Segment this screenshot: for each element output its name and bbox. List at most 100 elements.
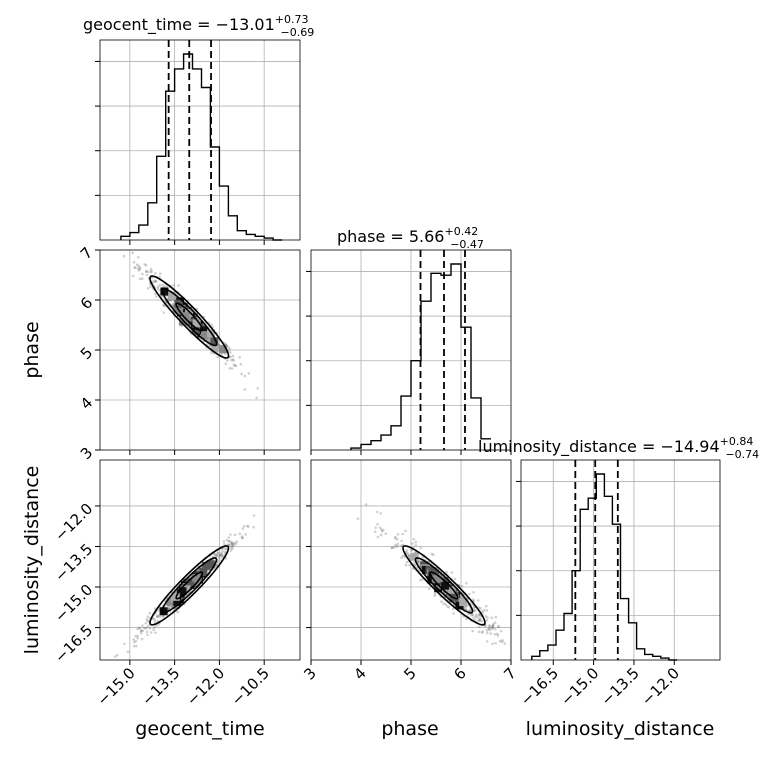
xlabel-luminosity-distance: luminosity_distance xyxy=(526,718,715,740)
sample-point xyxy=(239,362,243,366)
sample-point xyxy=(132,260,136,264)
sample-point xyxy=(252,514,256,517)
sample-point xyxy=(477,614,481,617)
title-name: geocent_time xyxy=(83,15,192,35)
sample-point xyxy=(440,600,443,603)
sample-point xyxy=(221,550,224,553)
xtick-label-phase: 4 xyxy=(350,664,369,683)
sample-point xyxy=(240,535,244,538)
sample-point xyxy=(221,555,225,558)
sample-point xyxy=(374,526,378,530)
sample-point xyxy=(158,289,161,292)
sample-point xyxy=(147,270,150,274)
sample-point xyxy=(228,367,232,370)
sample-point xyxy=(404,529,407,533)
sample-point xyxy=(382,528,385,532)
sample-point xyxy=(474,615,477,618)
contour-1 xyxy=(149,275,230,359)
sample-point xyxy=(145,270,148,274)
sample-point xyxy=(243,388,247,391)
sample-point xyxy=(417,560,421,563)
sample-point xyxy=(218,556,221,560)
sample-point xyxy=(406,552,410,555)
sample-point xyxy=(491,625,495,629)
sample-point xyxy=(157,614,161,617)
sample-point xyxy=(481,611,485,614)
sample-point xyxy=(477,630,481,634)
sample-point xyxy=(139,629,143,633)
histogram-layer xyxy=(120,40,677,661)
density-cell xyxy=(202,561,211,570)
sample-point xyxy=(428,587,431,591)
sample-point xyxy=(483,624,487,628)
sample-point xyxy=(380,530,384,533)
sample-point xyxy=(154,280,158,283)
sample-point xyxy=(123,642,126,646)
sample-point xyxy=(465,617,468,621)
sample-point xyxy=(140,637,144,641)
xtick-label-luminosity-distance: −13.5 xyxy=(598,664,643,709)
sample-point xyxy=(176,610,180,614)
sample-point xyxy=(138,627,141,630)
title-geocent-time: geocent_time = −13.01+0.73 −0.69 xyxy=(83,13,314,39)
density-cell xyxy=(219,345,228,354)
density-cell xyxy=(434,574,443,583)
sample-point xyxy=(488,624,491,627)
sample-point xyxy=(150,270,153,274)
sample-point xyxy=(480,609,484,613)
sample-point xyxy=(487,627,491,631)
sample-point xyxy=(167,607,171,610)
sample-point xyxy=(216,561,220,564)
sample-point xyxy=(468,592,471,596)
sample-point xyxy=(217,552,220,555)
sample-point xyxy=(446,605,449,608)
sample-point xyxy=(486,616,489,619)
sample-point xyxy=(408,554,411,558)
sample-point xyxy=(392,546,396,549)
sample-point xyxy=(478,619,481,622)
sample-point xyxy=(419,578,422,582)
sample-point xyxy=(139,631,143,635)
sample-point xyxy=(146,619,149,623)
sample-point xyxy=(480,631,484,634)
sample-point xyxy=(230,541,234,545)
hist-panel-luminosity-distance-frame xyxy=(520,459,721,661)
sample-point xyxy=(154,631,157,634)
sample-point xyxy=(163,285,166,289)
sample-point xyxy=(162,615,165,618)
sample-point xyxy=(136,263,139,267)
sample-point xyxy=(126,650,130,653)
ytick-label-phase: 3 xyxy=(77,444,96,463)
sample-point xyxy=(146,287,150,290)
sample-point xyxy=(135,644,138,648)
sample-point xyxy=(158,284,162,287)
sample-point xyxy=(252,525,255,529)
sample-point xyxy=(401,554,405,558)
sample-point xyxy=(136,627,139,631)
sample-point xyxy=(408,556,411,559)
sample-point xyxy=(219,551,223,555)
sample-point xyxy=(231,354,235,358)
sample-point xyxy=(169,605,172,608)
xtick-label-geocent-time: −10.5 xyxy=(228,664,273,709)
xtick-label-geocent-time: −15.0 xyxy=(93,664,138,709)
sample-point xyxy=(234,364,238,368)
sample-point xyxy=(227,543,231,547)
sample-point xyxy=(224,557,228,560)
sample-point xyxy=(470,613,474,617)
sample-point xyxy=(451,607,455,611)
xtick-label-luminosity-distance: −12.0 xyxy=(638,664,683,709)
density-cell xyxy=(173,597,182,606)
sample-point xyxy=(491,626,495,630)
sample-point xyxy=(161,283,164,287)
ytick-label-phase: 7 xyxy=(77,244,96,263)
sample-point xyxy=(153,618,157,622)
sample-point xyxy=(145,269,148,273)
sample-point xyxy=(433,594,437,597)
sample-point xyxy=(162,311,166,314)
title-median: −14.94 xyxy=(660,437,719,456)
sample-point xyxy=(156,614,159,618)
xtick-label-luminosity-distance: −15.0 xyxy=(557,664,602,709)
sample-point xyxy=(490,627,494,630)
